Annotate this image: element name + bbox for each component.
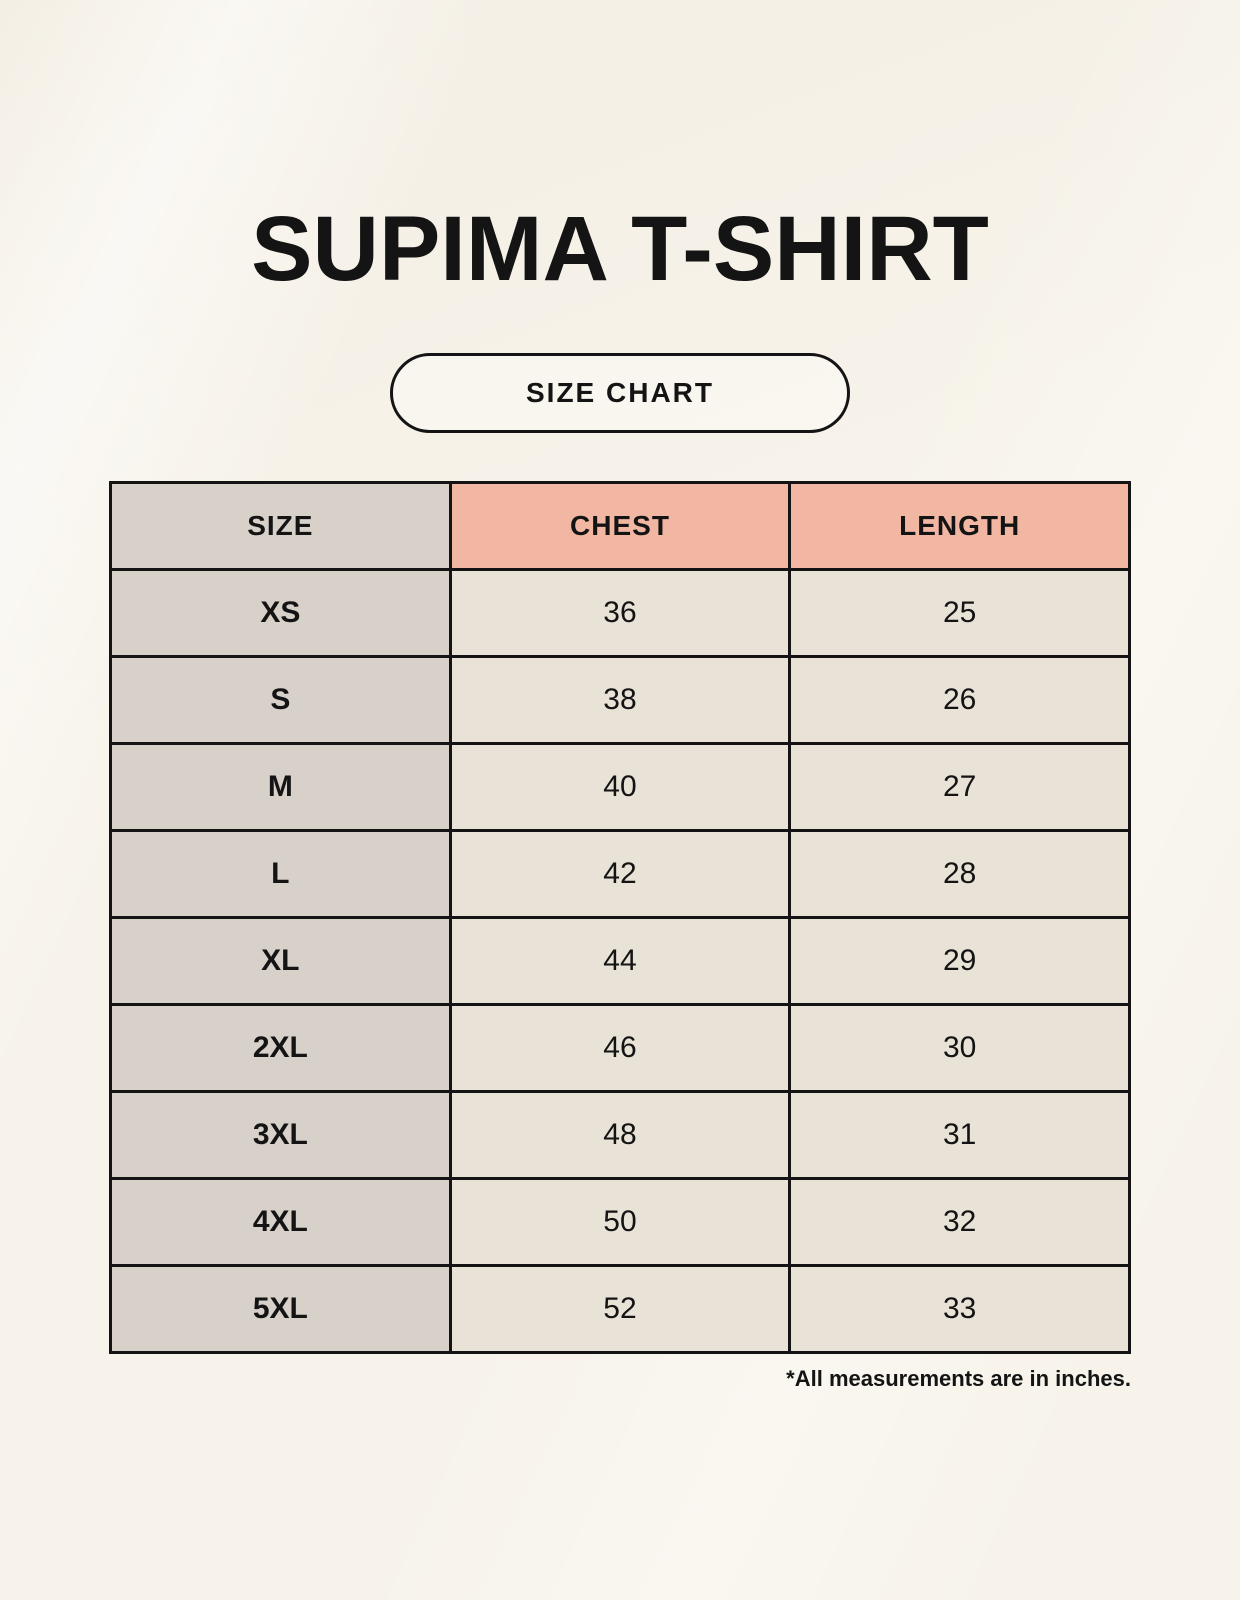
length-cell: 32 <box>788 1177 1131 1267</box>
table-row: 3XL 48 31 <box>109 1090 1131 1180</box>
chest-cell: 42 <box>448 829 792 919</box>
size-cell: S <box>109 655 452 745</box>
footnote: *All measurements are in inches. <box>786 1366 1131 1391</box>
size-cell: M <box>109 742 452 832</box>
length-cell: 25 <box>788 568 1131 658</box>
length-cell: 31 <box>788 1090 1131 1180</box>
page-title: SUPIMA T-SHIRT <box>251 198 989 300</box>
table-header-row: SIZE CHEST LENGTH <box>109 481 1131 571</box>
size-cell: L <box>109 829 452 919</box>
size-cell: XS <box>109 568 452 658</box>
size-cell: 4XL <box>109 1177 452 1267</box>
table-row: XS 36 25 <box>109 568 1131 658</box>
table-row: 4XL 50 32 <box>109 1177 1131 1267</box>
length-cell: 26 <box>788 655 1131 745</box>
column-header-chest: CHEST <box>448 481 792 571</box>
table-row: XL 44 29 <box>109 916 1131 1006</box>
size-table-container: SIZE CHEST LENGTH XS 36 25 S 38 26 M 40 27 L 42 28 X… <box>109 481 1131 1392</box>
size-cell: XL <box>109 916 452 1006</box>
length-cell: 27 <box>788 742 1131 832</box>
table-row: S 38 26 <box>109 655 1131 745</box>
size-cell: 3XL <box>109 1090 452 1180</box>
chest-cell: 52 <box>448 1264 792 1354</box>
chest-cell: 48 <box>448 1090 792 1180</box>
size-table: SIZE CHEST LENGTH XS 36 25 S 38 26 M 40 27 L 42 28 X… <box>109 481 1131 1354</box>
size-cell: 2XL <box>109 1003 452 1093</box>
size-cell: 5XL <box>109 1264 452 1354</box>
chest-cell: 44 <box>448 916 792 1006</box>
table-row: 5XL 52 33 <box>109 1264 1131 1354</box>
chest-cell: 40 <box>448 742 792 832</box>
column-header-length: LENGTH <box>788 481 1131 571</box>
chest-cell: 46 <box>448 1003 792 1093</box>
chest-cell: 38 <box>448 655 792 745</box>
length-cell: 28 <box>788 829 1131 919</box>
length-cell: 33 <box>788 1264 1131 1354</box>
table-row: 2XL 46 30 <box>109 1003 1131 1093</box>
size-chart-button-label: SIZE CHART <box>526 377 714 408</box>
length-cell: 30 <box>788 1003 1131 1093</box>
table-row: M 40 27 <box>109 742 1131 832</box>
size-chart-button[interactable]: SIZE CHART <box>390 353 850 433</box>
table-row: L 42 28 <box>109 829 1131 919</box>
chest-cell: 36 <box>448 568 792 658</box>
length-cell: 29 <box>788 916 1131 1006</box>
content-area: SUPIMA T-SHIRT SIZE CHART SIZE CHEST LEN… <box>109 198 1131 1392</box>
chest-cell: 50 <box>448 1177 792 1267</box>
column-header-size: SIZE <box>109 481 452 571</box>
